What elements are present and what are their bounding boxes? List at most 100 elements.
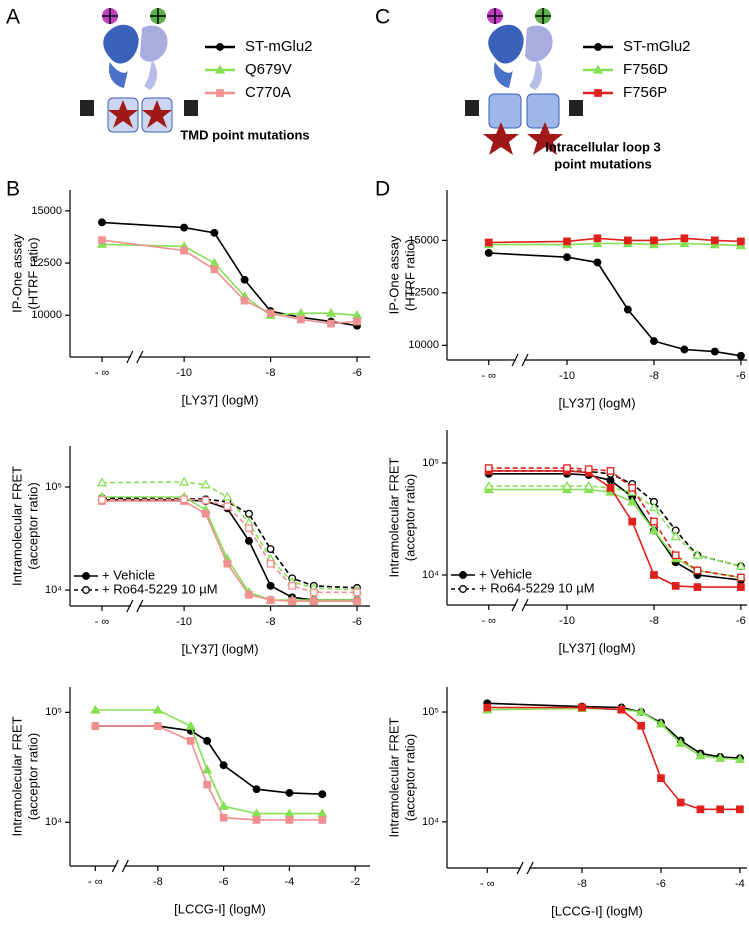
- y-axis-label: Intramolecular FRET: [9, 716, 24, 836]
- y-tick-label: 10⁵: [45, 481, 62, 493]
- marker: [179, 476, 190, 486]
- y-axis-label: (HTRF ratio): [25, 237, 40, 309]
- marker: [288, 581, 297, 590]
- style-legend-marker: [82, 572, 90, 580]
- panel-caption: Intracellular loop 3: [545, 139, 661, 154]
- marker: [627, 496, 638, 506]
- marker: [96, 477, 108, 487]
- series-line: [101, 243, 358, 317]
- marker: [650, 337, 658, 346]
- panel-letter: D: [375, 178, 390, 201]
- x-tick-label: -6: [656, 878, 666, 890]
- marker: [483, 703, 492, 712]
- marker: [209, 257, 220, 267]
- marker: [245, 536, 253, 545]
- legend-label: F756P: [623, 84, 667, 101]
- y-tick-label: 10⁵: [422, 706, 439, 718]
- receptor-diagram: [80, 8, 198, 133]
- x-tick-label: -8: [649, 370, 659, 382]
- marker: [325, 307, 337, 317]
- marker: [650, 236, 658, 245]
- axis-break: [126, 350, 144, 364]
- legend-marker: [216, 43, 224, 51]
- x-tick-label: -10: [176, 616, 192, 628]
- y-tick-label: 10⁴: [422, 569, 439, 581]
- marker: [734, 754, 746, 764]
- marker: [583, 480, 594, 490]
- marker: [327, 319, 335, 328]
- marker: [98, 236, 106, 244]
- legend-marker: [594, 43, 602, 51]
- x-tick-label: -8: [153, 876, 163, 888]
- series-line: [101, 221, 358, 327]
- marker: [266, 596, 275, 604]
- marker: [648, 525, 660, 535]
- marker: [91, 722, 100, 730]
- series-line: [95, 709, 323, 815]
- marker: [202, 764, 213, 774]
- marker: [680, 234, 689, 243]
- panel-letter: A: [6, 6, 20, 29]
- x-tick-label: -8: [266, 616, 276, 628]
- marker: [98, 496, 106, 504]
- marker: [675, 737, 686, 747]
- series-line: [101, 239, 358, 325]
- marker: [617, 705, 626, 714]
- marker: [203, 736, 212, 745]
- y-axis-label: Intramolecular FRET: [9, 466, 24, 586]
- marker: [266, 545, 275, 553]
- marker: [153, 722, 162, 730]
- marker: [696, 805, 705, 814]
- x-tick-label: -6: [736, 370, 746, 382]
- marker: [309, 588, 318, 597]
- marker: [223, 502, 232, 511]
- marker: [353, 597, 361, 606]
- style-legend-marker: [82, 586, 90, 594]
- y-tick-label: 10⁵: [422, 457, 439, 469]
- marker: [201, 509, 210, 518]
- marker: [578, 703, 586, 712]
- style-legend-label: + Vehicle: [479, 566, 532, 581]
- x-tick-label: - ∞: [88, 876, 103, 888]
- legend-marker: [214, 64, 226, 74]
- series-line: [488, 488, 742, 579]
- x-axis-label: [LCCG-I] (logM): [551, 903, 643, 918]
- x-tick-label: - ∞: [480, 878, 495, 890]
- x-tick-label: -4: [735, 878, 745, 890]
- marker: [252, 785, 261, 794]
- marker: [353, 317, 361, 326]
- marker: [624, 236, 632, 245]
- marker: [710, 236, 719, 245]
- marker: [692, 549, 703, 559]
- marker: [593, 234, 602, 243]
- marker: [266, 309, 275, 318]
- marker: [650, 517, 658, 526]
- marker: [484, 238, 493, 247]
- panel-letter: B: [6, 178, 20, 201]
- legend-label: ST-mGlu2: [623, 38, 691, 55]
- marker: [563, 464, 571, 472]
- x-tick-label: -8: [266, 367, 276, 379]
- x-axis-label: [LY37] (logM): [181, 641, 258, 656]
- marker: [240, 275, 249, 284]
- marker: [266, 581, 275, 590]
- x-tick-label: - ∞: [95, 367, 110, 379]
- marker: [484, 249, 493, 257]
- y-axis-label: (acceptor ratio): [402, 474, 417, 561]
- marker: [90, 704, 101, 714]
- marker: [223, 559, 232, 568]
- marker: [650, 571, 658, 579]
- marker: [592, 238, 603, 248]
- style-legend-marker: [459, 571, 467, 579]
- marker: [186, 737, 195, 745]
- marker: [636, 706, 647, 716]
- marker: [218, 800, 229, 810]
- y-axis-label: Intramolecular FRET: [386, 717, 401, 837]
- marker: [563, 253, 571, 262]
- x-axis-label: [LY37] (logM): [181, 392, 258, 407]
- marker: [628, 483, 637, 492]
- x-tick-label: -6: [352, 616, 362, 628]
- marker: [98, 218, 106, 227]
- style-legend-marker: [459, 585, 467, 593]
